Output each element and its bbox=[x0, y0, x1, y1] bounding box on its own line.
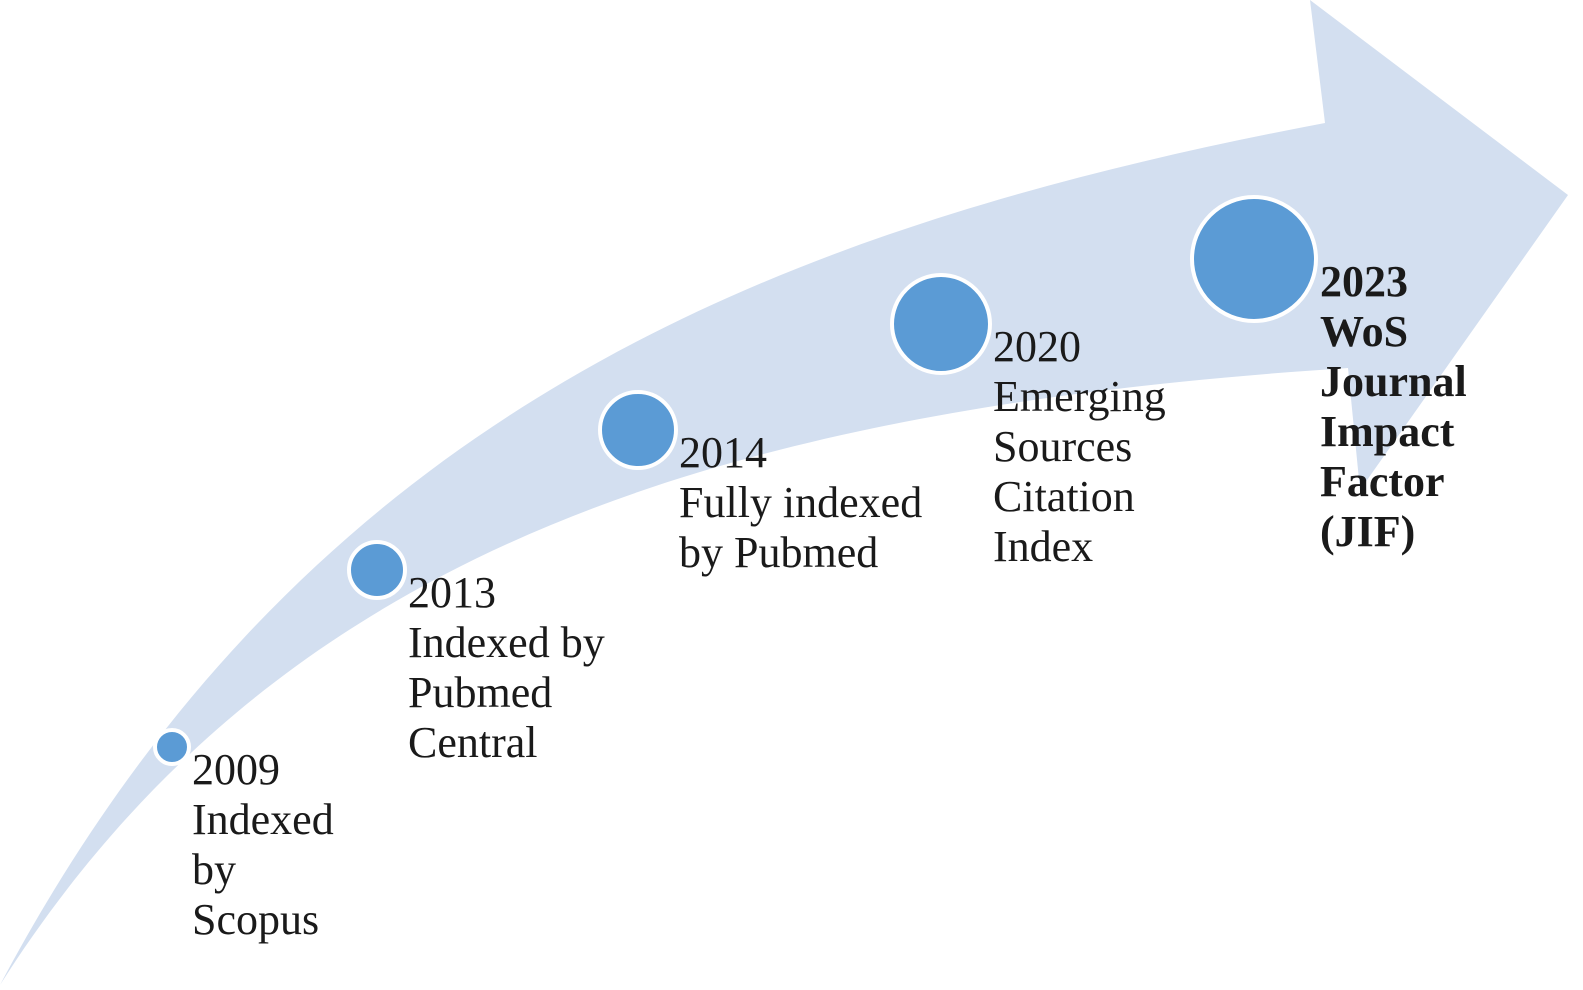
milestone-text-line: WoS bbox=[1320, 307, 1409, 356]
milestone-label-2014: 2014 Fully indexed by Pubmed bbox=[679, 428, 922, 578]
milestone-text-line: Indexed by bbox=[408, 618, 605, 667]
milestone-text-line: Indexed bbox=[192, 795, 334, 844]
milestone-text-line: Factor bbox=[1320, 457, 1445, 506]
milestone-dot-2020 bbox=[890, 273, 992, 375]
milestone-text-line: Fully indexed bbox=[679, 478, 923, 527]
milestone-label-2020: 2020 Emerging Sources Citation Index bbox=[993, 322, 1166, 572]
milestone-label-2009: 2009 Indexed by Scopus bbox=[192, 745, 334, 945]
milestone-label-2023: 2023 WoS Journal Impact Factor (JIF) bbox=[1320, 257, 1467, 557]
milestone-year: 2014 bbox=[679, 428, 767, 477]
milestone-text-line: Index bbox=[993, 522, 1094, 571]
milestone-label-2013: 2013 Indexed by Pubmed Central bbox=[408, 568, 605, 768]
milestone-year: 2020 bbox=[993, 322, 1081, 371]
milestone-dot-2023 bbox=[1190, 195, 1318, 323]
milestone-year: 2009 bbox=[192, 745, 280, 794]
milestone-text-line: (JIF) bbox=[1320, 507, 1416, 556]
milestone-text-line: Central bbox=[408, 718, 538, 767]
milestone-text-line: by bbox=[192, 845, 236, 894]
milestone-year: 2013 bbox=[408, 568, 496, 617]
milestone-text-line: Pubmed bbox=[408, 668, 553, 717]
milestone-text-line: Emerging bbox=[993, 372, 1166, 421]
milestone-text-line: Impact bbox=[1320, 407, 1455, 456]
milestone-dot-2013 bbox=[347, 540, 407, 600]
milestone-text-line: Scopus bbox=[192, 895, 320, 944]
milestone-text-line: by Pubmed bbox=[679, 528, 879, 577]
milestone-text-line: Citation bbox=[993, 472, 1135, 521]
milestone-dot-2014 bbox=[598, 390, 678, 470]
milestone-text-line: Sources bbox=[993, 422, 1133, 471]
milestone-year: 2023 bbox=[1320, 257, 1408, 306]
milestone-text-line: Journal bbox=[1320, 357, 1467, 406]
milestone-dot-2009 bbox=[153, 728, 191, 766]
